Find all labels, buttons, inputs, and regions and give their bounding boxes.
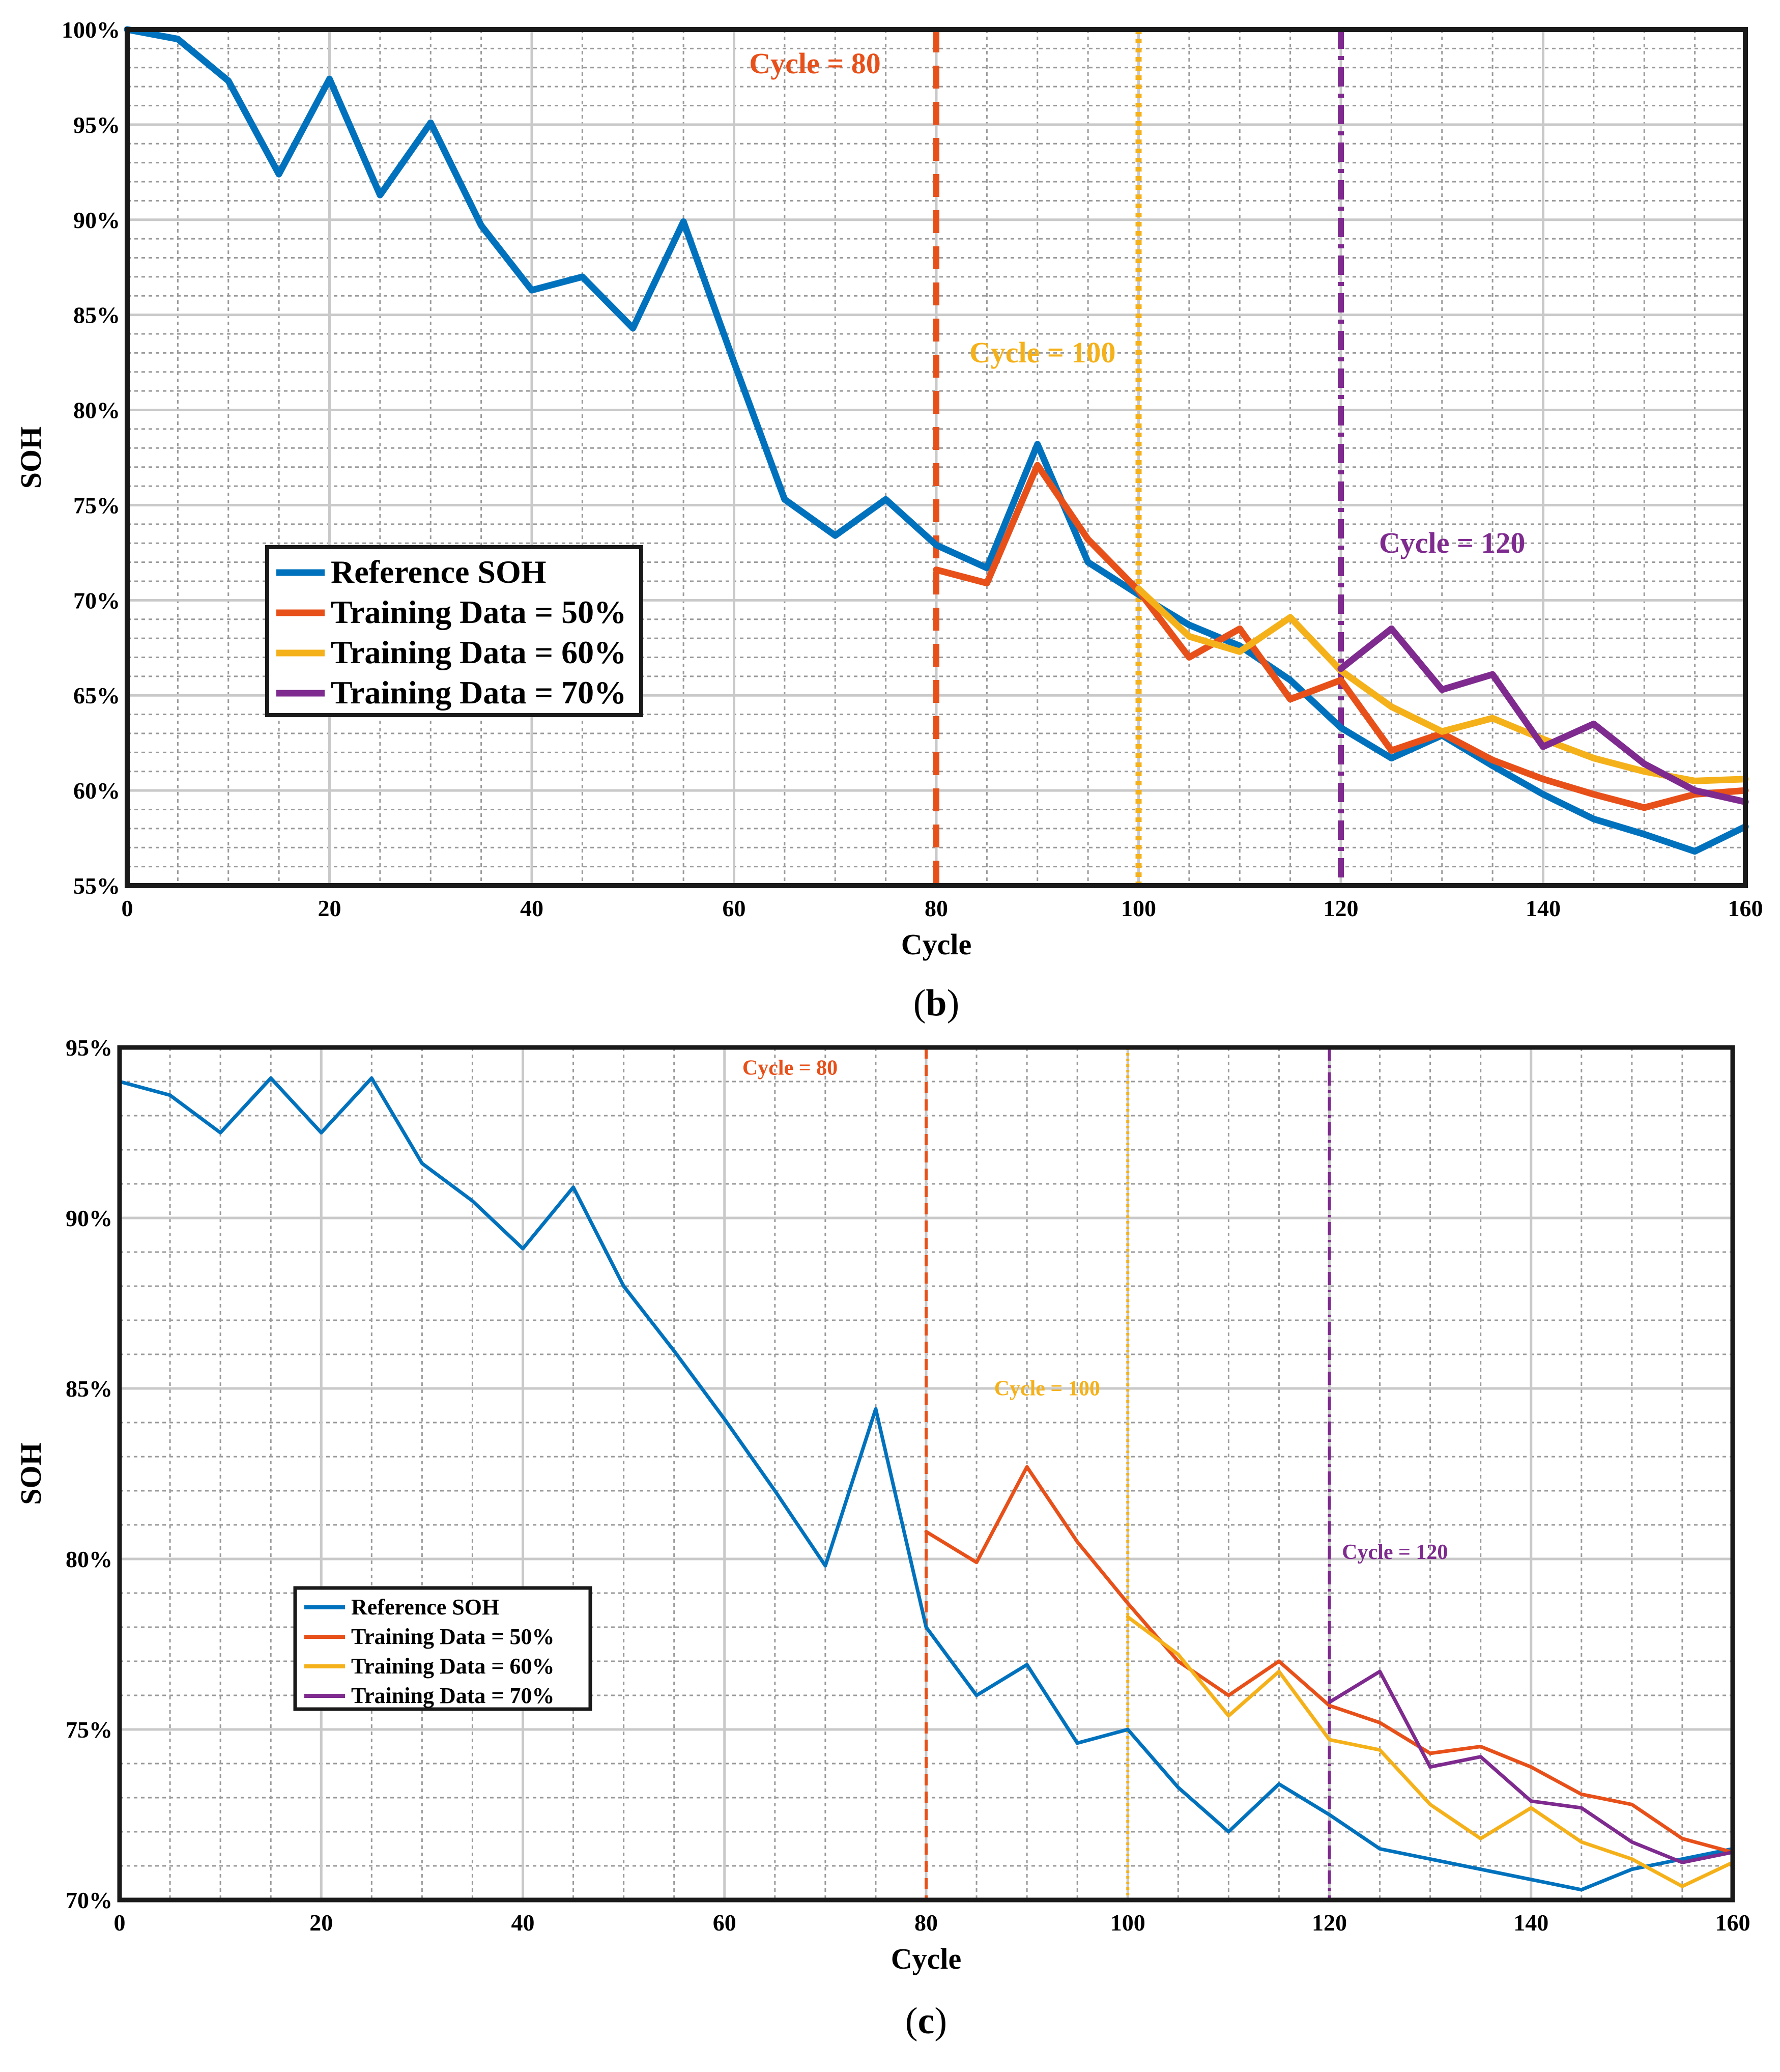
series-line-3	[1328, 1669, 1735, 1864]
x-axis-label: Cycle	[901, 928, 972, 961]
y-tick-label: 75%	[66, 1717, 112, 1743]
y-tick-label: 80%	[73, 398, 120, 423]
series-line-1	[924, 1465, 1735, 1854]
annotation-cycle-120: Cycle = 120	[1379, 526, 1526, 559]
x-tick-label: 160	[1715, 1910, 1750, 1936]
y-tick-label: 85%	[66, 1376, 112, 1402]
axes-frame	[117, 1045, 1735, 1903]
series-line-3	[1337, 625, 1749, 805]
legend-entry-0: Reference SOH	[331, 554, 547, 590]
x-tick-label: 60	[713, 1910, 736, 1936]
series-line-0	[124, 26, 1749, 855]
x-tick-label: 40	[511, 1910, 535, 1936]
annotation-cycle-80: Cycle = 80	[749, 47, 881, 80]
y-tick-label: 70%	[73, 587, 120, 613]
legend-entry-2: Training Data = 60%	[331, 634, 626, 670]
x-tick-label: 120	[1312, 1910, 1347, 1936]
panel-label-c: (c)	[905, 2000, 947, 2042]
y-tick-label: 95%	[73, 112, 120, 138]
x-tick-label: 80	[914, 1910, 938, 1936]
panel-label-b: (b)	[913, 982, 959, 1024]
x-tick-label: 20	[309, 1910, 333, 1936]
y-tick-label: 65%	[73, 683, 120, 708]
x-tick-label: 0	[114, 1910, 126, 1936]
series-line-2	[1135, 585, 1749, 784]
x-tick-label: 140	[1526, 895, 1561, 921]
series-line-1	[933, 462, 1749, 811]
y-axis-label: SOH	[14, 1442, 47, 1505]
legend: Reference SOH Training Data = 50% Training…	[265, 545, 643, 717]
y-tick-label: 55%	[73, 873, 120, 899]
legend-entry-1: Training Data = 50%	[331, 594, 626, 630]
x-tick-label: 80	[925, 895, 948, 921]
y-tick-label: 100%	[62, 17, 120, 43]
annotation-cycle-100: Cycle = 100	[994, 1377, 1100, 1400]
series-line-0	[118, 1076, 1735, 1892]
y-tick-label: 75%	[73, 492, 120, 518]
legend-entry-1: Training Data = 50%	[351, 1624, 555, 1649]
y-tick-label: 85%	[73, 302, 120, 328]
legend-entry-0: Reference SOH	[351, 1595, 499, 1620]
x-tick-label: 140	[1513, 1910, 1548, 1936]
annotation-cycle-80: Cycle = 80	[742, 1057, 838, 1080]
x-tick-label: 40	[520, 895, 543, 921]
legend-entry-2: Training Data = 60%	[351, 1654, 555, 1679]
legend-entry-3: Training Data = 70%	[331, 674, 626, 711]
x-tick-label: 100	[1110, 1910, 1145, 1936]
x-tick-label: 60	[723, 895, 746, 921]
axes-frame	[125, 27, 1748, 888]
x-tick-label: 160	[1728, 895, 1763, 921]
annotation-cycle-120: Cycle = 120	[1342, 1541, 1448, 1564]
y-tick-label: 90%	[73, 207, 120, 233]
annotation-cycle-100: Cycle = 100	[969, 336, 1116, 369]
y-tick-label: 70%	[66, 1887, 112, 1913]
x-tick-label: 120	[1324, 895, 1359, 921]
x-tick-label: 100	[1121, 895, 1156, 921]
chart-c: Cycle = 80 Cycle = 100 Cycle = 120 0 20 40 60 8…	[14, 1035, 1750, 1975]
y-tick-label: 90%	[66, 1205, 112, 1231]
legend: Reference SOH Training Data = 50% Training…	[293, 1586, 592, 1711]
legend-box	[265, 545, 643, 717]
y-tick-label: 80%	[66, 1546, 112, 1572]
x-tick-label: 0	[122, 895, 133, 921]
y-axis-label: SOH	[14, 427, 47, 489]
series-line-2	[1126, 1615, 1735, 1888]
legend-entry-3: Training Data = 70%	[351, 1683, 555, 1708]
x-axis-label: Cycle	[891, 1942, 962, 1975]
y-tick-label: 95%	[66, 1035, 112, 1061]
chart-b: Cycle = 80 Cycle = 100 Cycle = 120 0 20 40 60 8…	[14, 17, 1763, 961]
y-tick-label: 60%	[73, 778, 120, 804]
x-tick-label: 20	[318, 895, 341, 921]
